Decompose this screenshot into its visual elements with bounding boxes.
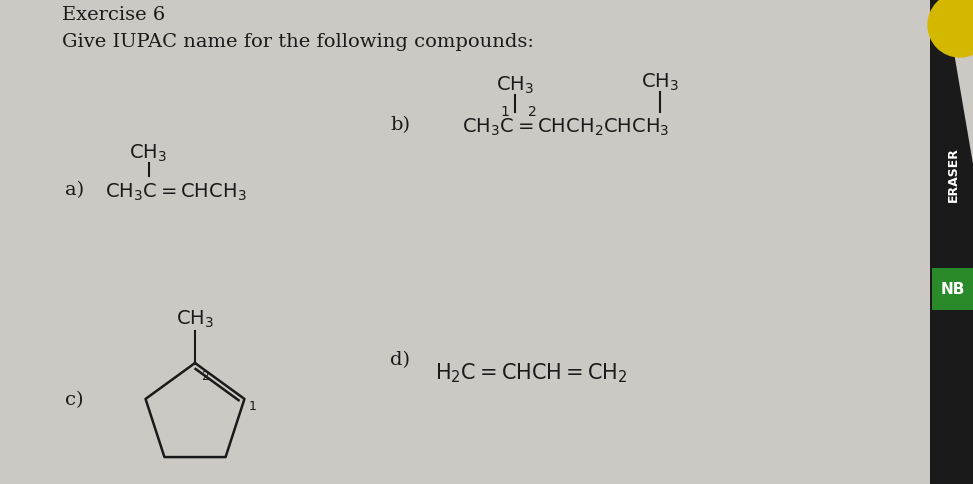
Text: 2: 2	[528, 105, 537, 119]
Text: ERASER: ERASER	[947, 148, 959, 202]
FancyBboxPatch shape	[932, 268, 973, 310]
Text: c): c)	[65, 391, 84, 409]
Text: CH$_3$C$=$CHCH$_3$: CH$_3$C$=$CHCH$_3$	[105, 182, 246, 203]
Text: 1: 1	[248, 400, 256, 413]
Text: d): d)	[390, 351, 410, 369]
Text: 2: 2	[201, 370, 209, 383]
Polygon shape	[930, 0, 973, 164]
Text: NB: NB	[941, 283, 965, 298]
Circle shape	[928, 0, 973, 57]
Text: Exercise 6: Exercise 6	[62, 6, 165, 24]
Text: Give IUPAC name for the following compounds:: Give IUPAC name for the following compou…	[62, 33, 534, 51]
Text: b): b)	[390, 116, 410, 134]
Text: H$_2$C$=$CHCH$=$CH$_2$: H$_2$C$=$CHCH$=$CH$_2$	[435, 361, 628, 385]
Text: CH$_3$: CH$_3$	[176, 308, 214, 330]
Text: a): a)	[65, 181, 84, 199]
Text: CH$_3$: CH$_3$	[129, 142, 167, 164]
Text: 1: 1	[500, 105, 509, 119]
Text: CH$_3$C$=$CHCH$_2$CHCH$_3$: CH$_3$C$=$CHCH$_2$CHCH$_3$	[462, 116, 669, 137]
Polygon shape	[930, 0, 973, 484]
Text: CH$_3$: CH$_3$	[641, 71, 679, 92]
Text: CH$_3$: CH$_3$	[496, 75, 534, 96]
